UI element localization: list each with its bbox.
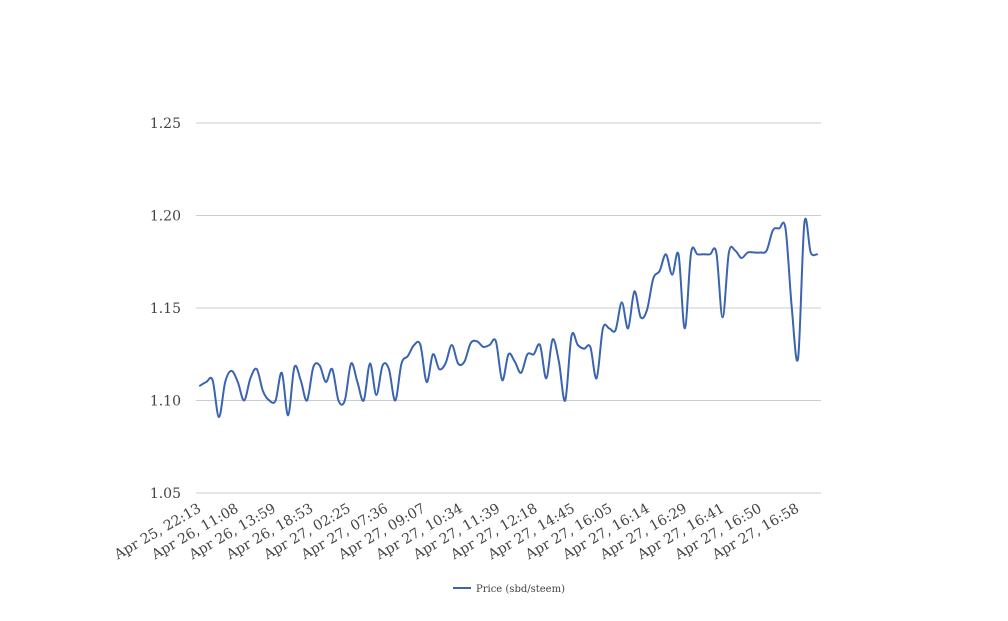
y-tick-label: 1.05 [150, 486, 181, 502]
series-layer [199, 217, 818, 419]
legend: Price (sbd/steem) [453, 584, 565, 595]
series-line-0 [199, 217, 818, 419]
y-tick-label: 1.15 [150, 301, 181, 317]
y-tick-label: 1.10 [150, 394, 181, 410]
gridlines [196, 122, 821, 494]
y-axis-ticks: 1.05 1.10 1.15 1.20 1.25 [150, 116, 181, 502]
y-tick-label: 1.20 [150, 209, 181, 225]
legend-label: Price (sbd/steem) [476, 584, 565, 595]
y-tick-label: 1.25 [150, 116, 181, 132]
